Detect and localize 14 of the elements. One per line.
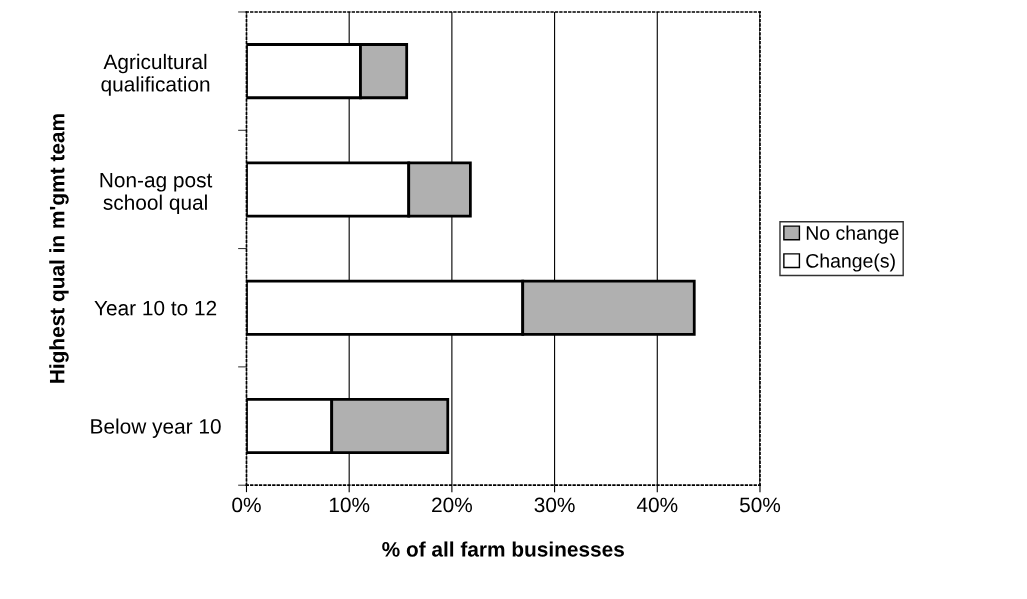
x-tick-label: 40% [636, 497, 678, 513]
x-tick-label: 20% [432, 497, 472, 513]
x-tick-label: 50% [739, 497, 781, 513]
x-tick-label: 10% [329, 497, 370, 513]
y-tick-label: Non-ag post school qual [100, 172, 213, 215]
y-tick-label: Below year 10 [91, 418, 221, 438]
x-tick-label: 0% [232, 497, 261, 513]
y-tick-label: Year 10 to 12 [94, 300, 217, 316]
y-axis-title: Highest qual in m'gmt team [49, 114, 69, 383]
legend-label: Change(s) [806, 253, 895, 272]
x-axis-title: % of all farm businesses [382, 541, 624, 557]
legend-label: No change [806, 225, 899, 244]
y-tick-label: Agricultural qualification [101, 53, 210, 96]
x-tick-label: 30% [534, 497, 575, 513]
